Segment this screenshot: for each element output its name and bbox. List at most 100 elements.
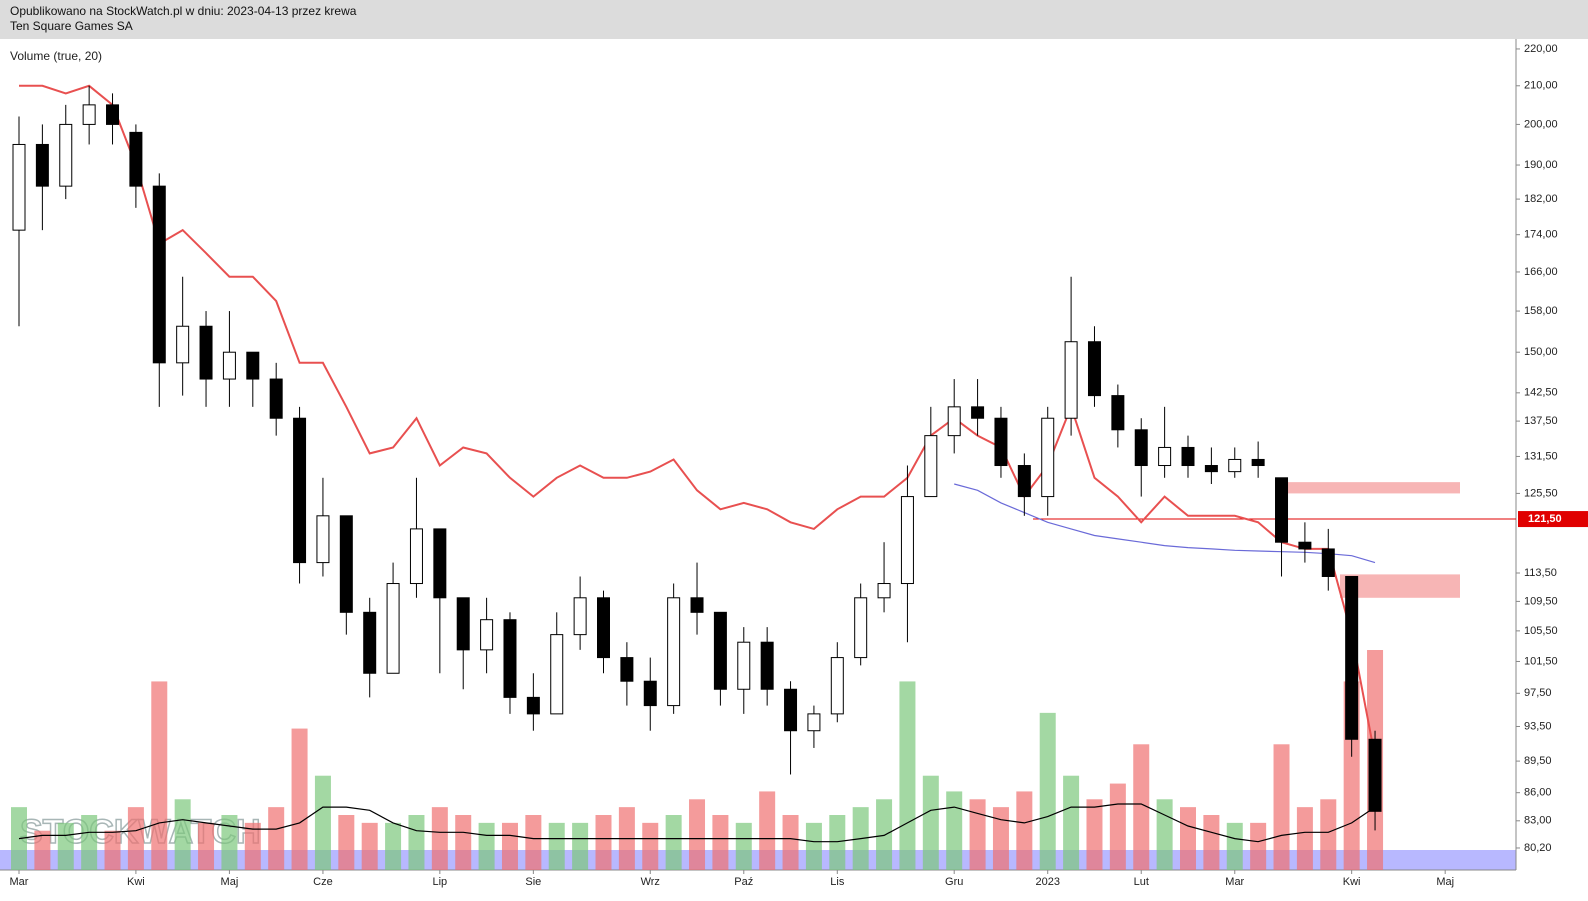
x-tick-label: Sie [525, 876, 541, 888]
candle-body [1158, 446, 1172, 467]
volume-bar [899, 681, 916, 870]
y-tick-label: 158,00 [1524, 305, 1558, 317]
candle-body [690, 597, 704, 613]
volume-bar [689, 799, 706, 870]
volume-bar [805, 822, 822, 870]
y-tick-label: 125,50 [1524, 487, 1558, 499]
volume-bar [431, 807, 448, 870]
volume-bar [1273, 744, 1290, 870]
volume-average [18, 803, 1376, 843]
candle-body [59, 123, 73, 187]
price-marker-label: 121,50 [1528, 513, 1562, 525]
candle-body [1087, 341, 1101, 397]
candle-body [82, 104, 96, 125]
x-tick-label: Maj [221, 876, 239, 888]
volume-bar [548, 822, 565, 870]
volume-bar [642, 822, 659, 870]
candle-body [573, 597, 587, 636]
volume-bar [1133, 744, 1150, 870]
y-tick-label: 190,00 [1524, 159, 1558, 171]
candle-body [1204, 465, 1218, 473]
candle-body [1251, 458, 1265, 467]
y-tick-label: 142,50 [1524, 387, 1558, 399]
overlay-line [19, 84, 1376, 757]
zone [1340, 574, 1460, 598]
candle-body [1111, 395, 1125, 431]
candle-body [1368, 738, 1382, 812]
candle-body [1275, 477, 1289, 543]
volume-bar [712, 815, 729, 870]
y-tick-label: 200,00 [1524, 118, 1558, 130]
y-tick-label: 101,50 [1524, 655, 1558, 667]
volume-bar [735, 822, 752, 870]
volume-bar [244, 822, 261, 870]
candle-body [503, 619, 517, 698]
candle-body [1321, 548, 1335, 577]
y-tick-label: 166,00 [1524, 266, 1558, 278]
volume-bar [361, 822, 378, 870]
candle-body [129, 131, 143, 187]
candle-body [35, 143, 49, 187]
candle-body [1017, 465, 1031, 498]
candle-body [199, 325, 213, 380]
candle-body [386, 583, 400, 674]
candle-body [643, 680, 657, 707]
candle-body [760, 641, 774, 690]
y-tick-label: 150,00 [1524, 346, 1558, 358]
y-tick-label: 109,50 [1524, 595, 1558, 607]
volume-bar [385, 822, 402, 870]
y-tick-label: 137,50 [1524, 415, 1558, 427]
candle-body [269, 378, 283, 419]
volume-bar [57, 822, 74, 870]
volume-bar [782, 815, 799, 870]
x-tick-label: Paź [734, 876, 753, 888]
volume-bar [127, 807, 144, 870]
volume-bar [34, 830, 51, 870]
y-tick-label: 131,50 [1524, 450, 1558, 462]
volume-bar [501, 822, 518, 870]
candle-body [293, 417, 307, 564]
x-tick-label: Mar [10, 876, 29, 888]
candle-body [480, 619, 494, 651]
candle-body [1181, 446, 1195, 467]
volume-bar [759, 791, 776, 870]
candle-body [784, 688, 798, 732]
candle-body [316, 515, 330, 564]
volume-bar [1320, 799, 1337, 870]
candle-body [409, 528, 423, 585]
y-tick-label: 97,50 [1524, 687, 1552, 699]
volume-bar [478, 822, 495, 870]
candle-body [830, 657, 844, 715]
volume-bar [221, 815, 238, 870]
y-tick-label: 182,00 [1524, 193, 1558, 205]
x-tick-label: Kwi [127, 876, 145, 888]
x-tick-label: Maj [1436, 876, 1454, 888]
header-published: Opublikowano na StockWatch.pl w dniu: 20… [10, 4, 357, 18]
x-tick-label: Mar [1225, 876, 1244, 888]
candle-body [1134, 429, 1148, 467]
volume-bar [1296, 807, 1313, 870]
zone [1275, 482, 1460, 494]
candle-body [526, 696, 540, 715]
y-tick-label: 83,00 [1524, 815, 1552, 827]
x-tick-label: Lut [1134, 876, 1149, 888]
x-tick-label: Cze [313, 876, 333, 888]
volume-bar [572, 822, 589, 870]
candle-body [246, 351, 260, 380]
y-tick-label: 210,00 [1524, 80, 1558, 92]
volume-bar [104, 830, 121, 870]
candle-body [924, 435, 938, 498]
candle-body [877, 583, 891, 599]
volume-bar [1203, 815, 1220, 870]
volume-bar [876, 799, 893, 870]
x-tick-label: Lip [432, 876, 447, 888]
volume-bar [1063, 775, 1080, 870]
volume-bar [1016, 791, 1033, 870]
volume-bar [1156, 799, 1173, 870]
candle-body [620, 657, 634, 682]
candle-body [854, 597, 868, 659]
volume-bar [1250, 822, 1267, 870]
volume-bar [314, 775, 331, 870]
volume-bar [174, 799, 191, 870]
